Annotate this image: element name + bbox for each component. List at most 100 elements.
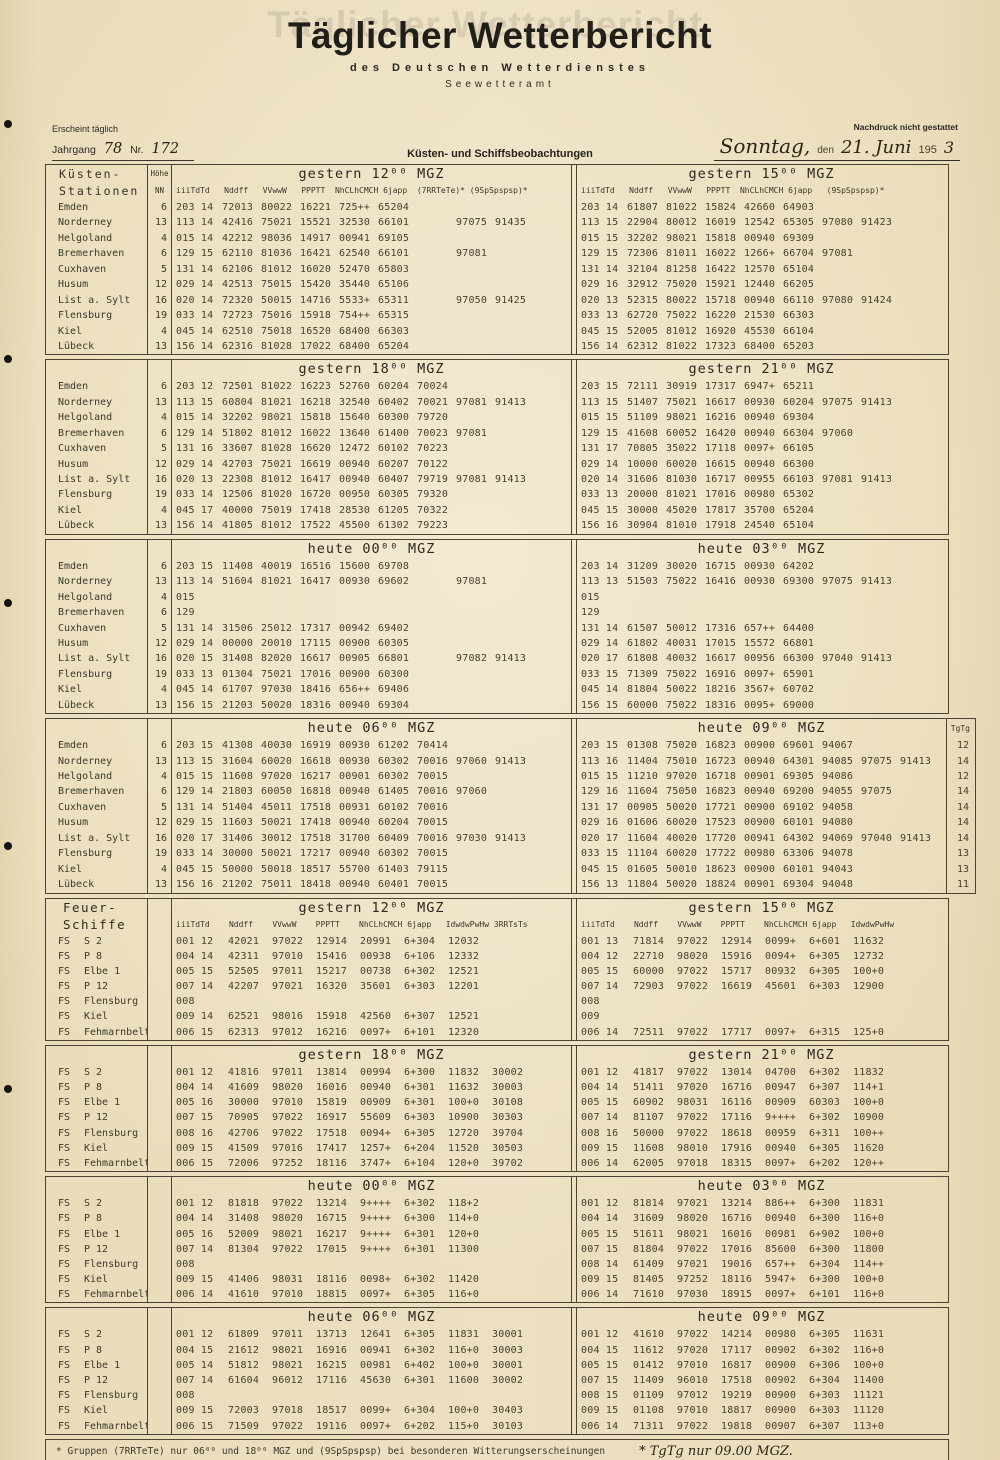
section-title: heute 06⁰⁰ MGZ: [307, 720, 436, 737]
obs-group: 17717: [721, 1026, 753, 1038]
obs-group: 30001: [492, 1359, 524, 1371]
obs-group: 25012: [261, 622, 293, 634]
obs-group: 16417: [300, 576, 332, 588]
station-height: 13: [154, 340, 167, 352]
obs-group: 97022: [272, 1243, 304, 1255]
obs-group: 65104: [783, 520, 815, 532]
obs-row: 045 14 62510 75018 16520 68400 66303: [172, 324, 571, 339]
obs-group: 657++: [744, 622, 776, 634]
station-height: [148, 1419, 171, 1434]
obs-group: 70015: [417, 771, 449, 782]
obs-group: 203 15: [581, 381, 619, 393]
obs-group: 015 15: [581, 412, 619, 424]
obs-group: 65203: [783, 340, 815, 352]
obs-group: 6+104: [404, 1157, 436, 1169]
obs-group: 52005: [627, 325, 659, 337]
obs-row: 015 15 32202 98021 15818 00940 69309: [577, 231, 946, 246]
obs-group: 005 15: [581, 965, 619, 977]
obs-group: 12542: [744, 217, 776, 229]
obs-group: 81021: [666, 489, 698, 501]
obs-row: 007 15 70905 97022 16917 55609 6+303 10900 3030…: [172, 1110, 571, 1125]
station-name: Flensburg: [58, 848, 113, 860]
obs-row: 009 15 11608 98010 17916 00940 6+305 11620: [577, 1141, 946, 1156]
obs-group: 005 15: [581, 1359, 619, 1371]
obs-group: 21612: [228, 1344, 260, 1356]
obs-group: 91413: [495, 396, 527, 408]
obs-group: 029 14: [176, 637, 214, 649]
obs-group: 131 16: [176, 443, 214, 455]
section-title: gestern 15⁰⁰ MGZ: [688, 899, 835, 916]
obs-group: 97010: [272, 950, 304, 962]
obs-group: 007 14: [176, 1243, 214, 1255]
obs-group: 6+311: [809, 1127, 841, 1139]
station-name: List a. Sylt: [58, 832, 131, 844]
obs-row: 129 15 72306 81011 16022 1266+ 66704 97081: [577, 246, 946, 261]
obs-group: 006 14: [581, 1026, 619, 1038]
nr-value: 172: [151, 141, 180, 157]
obs-group: 0095+: [744, 699, 776, 711]
obs-group: 91413: [495, 653, 527, 665]
height-column: 6 13 4 6 5 12 16 19 4 13: [148, 719, 172, 893]
lightship-name: FS P 12: [46, 1373, 147, 1388]
obs-group: 045 15: [581, 863, 619, 875]
obs-group: 45011: [261, 801, 293, 813]
obs-row: 029 14 42513 75015 15420 35440 65106: [172, 277, 571, 292]
obs-group: 17116: [721, 1112, 753, 1124]
page-title: Täglicher Wetterbericht: [287, 15, 713, 56]
obs-group: 15416: [316, 950, 348, 962]
station-height: 16: [154, 653, 167, 665]
obs-group: 17118: [705, 443, 737, 455]
obs-group: 66304: [783, 427, 815, 439]
obs-group: 70016: [417, 755, 449, 767]
obs-group: 81304: [228, 1243, 260, 1255]
obs-group: 72111: [627, 381, 659, 393]
station-height: [148, 994, 171, 1009]
obs-group: 15718: [705, 294, 737, 306]
obs-group: 006 15: [176, 1157, 214, 1169]
obs-group: 6+304: [404, 935, 436, 947]
obs-group: 60020: [261, 755, 293, 767]
obs-group: 15818: [300, 412, 332, 424]
obs-group: 16417: [300, 474, 332, 485]
tgtg-value: 13: [956, 848, 969, 860]
obs-group: 18517: [300, 863, 332, 875]
obs-group: 16716: [721, 1082, 753, 1093]
fs-prefix: FS: [58, 1405, 71, 1417]
station-height: [148, 964, 171, 979]
obs-group: 31209: [627, 560, 659, 572]
fs-prefix: FS: [58, 1289, 71, 1301]
obs-group: 22710: [633, 950, 665, 962]
obs-group: 12570: [744, 263, 776, 275]
obs-row: 113 15 22904 80012 16019 12542 65305 97080 9142…: [577, 215, 946, 230]
obs-group: 70015: [417, 817, 449, 829]
obs-row: 113 16 11404 75010 16723 00940 64301 94085 9707…: [577, 754, 946, 769]
obs-group: 006 14: [581, 1289, 619, 1301]
obs-row: 113 15 51407 75021 16617 00930 60204 97075 9141…: [577, 395, 946, 410]
obs-row: 008 14 61409 97021 19016 657++ 6+304 114++: [577, 1257, 946, 1272]
obs-group: 16421: [300, 248, 332, 260]
obs-group: 97060: [822, 427, 854, 439]
obs-group: 0094+: [765, 950, 797, 962]
obs-group: 64903: [783, 202, 815, 213]
obs-row: 009 15 72003 97018 18517 0099+ 6+304 100+0 3040…: [172, 1403, 571, 1418]
obs-group: 12900: [853, 981, 885, 993]
obs-group: 00930: [744, 560, 776, 572]
obs-row: 007 14 42207 97021 16320 35601 6+303 12201: [172, 979, 571, 994]
obs-group: 6+305: [809, 950, 841, 962]
data-block: gestern 21⁰⁰ MGZ 001 12 41817 97022 13014 047…: [576, 1045, 946, 1172]
obs-group: 17117: [721, 1344, 753, 1356]
ship-name: Fehmarnbelt: [84, 1026, 147, 1038]
report-body: Küsten- Stationen Emden Norderney Helgoland B…: [45, 164, 980, 1460]
obs-group: 81818: [228, 1198, 260, 1210]
obs-group: 98021: [272, 1228, 304, 1240]
lightship-name: FS Fehmarnbelt: [46, 1287, 147, 1302]
obs-group: 62521: [228, 1011, 260, 1023]
obs-group: 15217: [316, 965, 348, 977]
obs-group: 75016: [261, 310, 293, 322]
obs-group: 004 14: [176, 950, 214, 962]
obs-group: 0097+: [360, 1420, 392, 1432]
obs-group: 75021: [261, 668, 293, 680]
obs-row: 004 14 41609 98020 16016 00940 6+301 11632 3000…: [172, 1080, 571, 1095]
obs-group: 94043: [822, 863, 854, 875]
obs-group: 113 16: [581, 755, 619, 767]
